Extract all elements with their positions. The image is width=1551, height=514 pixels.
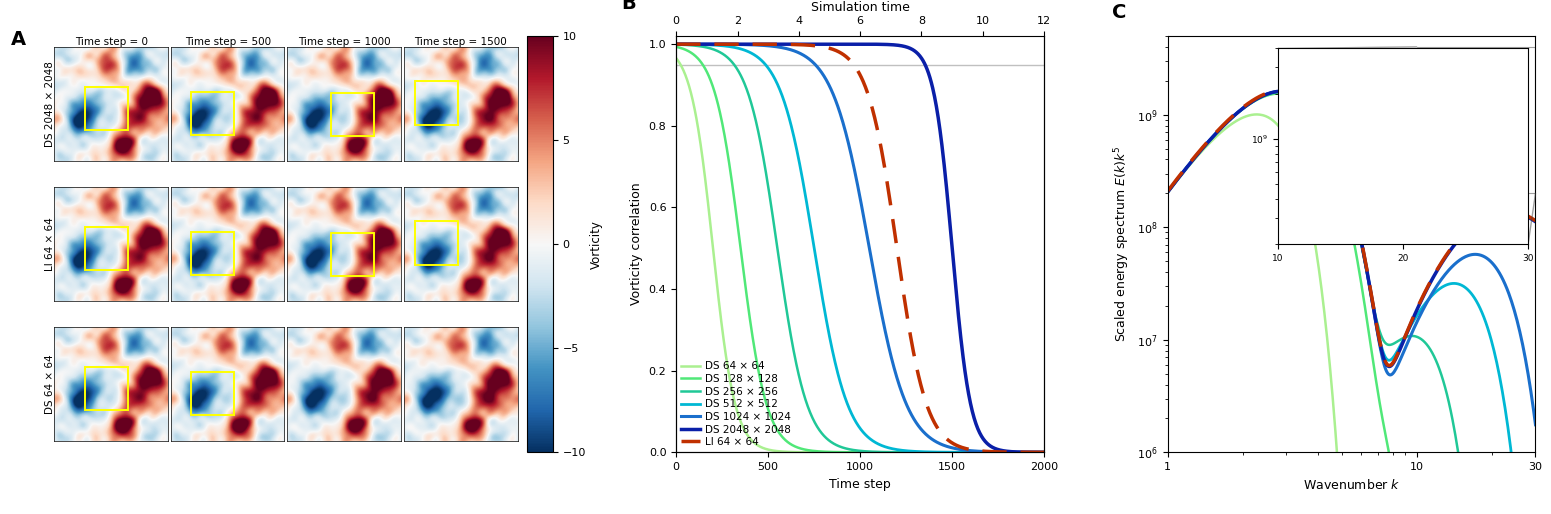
Bar — [416, 82, 459, 125]
Bar — [330, 93, 374, 136]
Y-axis label: Vorticity correlation: Vorticity correlation — [630, 183, 644, 305]
Text: A: A — [11, 30, 26, 49]
X-axis label: Simulation time: Simulation time — [811, 1, 909, 14]
Legend: DS 64 × 64, DS 128 × 128, DS 256 × 256, DS 512 × 512, DS 1024 × 1024, DS 2048 × : DS 64 × 64, DS 128 × 128, DS 256 × 256, … — [681, 361, 791, 447]
Y-axis label: DS 64 × 64: DS 64 × 64 — [45, 354, 56, 414]
Bar — [330, 233, 374, 276]
Bar — [1416, 47, 1535, 193]
Bar — [85, 227, 129, 270]
Bar — [191, 91, 234, 135]
Bar — [85, 87, 129, 131]
Title: Time step = 1000: Time step = 1000 — [298, 36, 391, 47]
Y-axis label: Vorticity: Vorticity — [589, 219, 603, 269]
Title: Time step = 500: Time step = 500 — [185, 36, 271, 47]
X-axis label: Time step: Time step — [830, 478, 890, 490]
Bar — [191, 372, 234, 415]
Y-axis label: DS 2048 × 2048: DS 2048 × 2048 — [45, 61, 56, 147]
Y-axis label: Scaled energy spectrum $E(k)k^5$: Scaled energy spectrum $E(k)k^5$ — [1112, 146, 1132, 342]
X-axis label: Wavenumber $k$: Wavenumber $k$ — [1303, 478, 1401, 491]
Bar — [85, 367, 129, 410]
Title: Time step = 0: Time step = 0 — [74, 36, 147, 47]
Title: Time step = 1500: Time step = 1500 — [414, 36, 507, 47]
Bar — [191, 232, 234, 275]
Y-axis label: LI 64 × 64: LI 64 × 64 — [45, 217, 56, 271]
Bar — [416, 222, 459, 265]
Text: C: C — [1112, 3, 1126, 22]
Text: B: B — [620, 0, 636, 13]
